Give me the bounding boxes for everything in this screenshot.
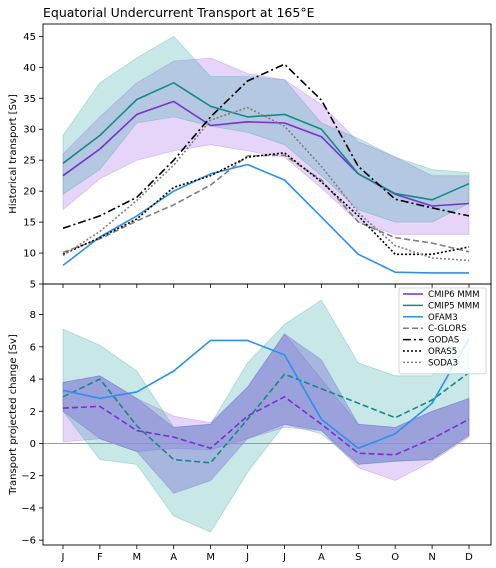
legend-label-ofam3: OFAM3: [428, 313, 458, 323]
series-line-soda3: [62, 106, 470, 262]
y-tick-label: 40: [23, 63, 36, 74]
y-tick-label: 45: [23, 32, 36, 43]
y-tick-label: 5: [30, 280, 36, 291]
x-tick-label: M: [206, 552, 215, 563]
chart-title: Equatorial Undercurrent Transport at 165…: [43, 5, 315, 20]
series-line-cmip5-mmm: [62, 82, 470, 201]
band-overlap: [62, 333, 470, 494]
band-cmip5-mmm: [62, 299, 470, 533]
x-tick-label: S: [355, 552, 361, 563]
legend-label-c-glors: C-GLORS: [428, 324, 467, 334]
y-axis-label: Transport projected change [Sv]: [8, 334, 19, 496]
series-line-oras5: [62, 152, 470, 256]
y-tick-label: 8: [30, 310, 36, 321]
x-tick-label: A: [318, 552, 325, 563]
legend-box: [398, 287, 487, 375]
y-tick-label: 25: [23, 156, 36, 167]
x-tick-label: O: [391, 552, 399, 563]
y-tick-label: 10: [23, 249, 36, 260]
y-tick-label: 15: [23, 218, 36, 229]
axes-frame: [42, 283, 492, 546]
y-tick-label: 30: [23, 125, 36, 136]
y-tick-label: −6: [21, 536, 36, 547]
y-tick-label: 35: [23, 94, 36, 105]
x-tick-label: J: [282, 552, 286, 563]
x-tick-label: M: [132, 552, 141, 563]
x-tick-label: N: [428, 552, 435, 563]
y-axis-label: Historical transport [Sv]: [8, 94, 19, 214]
series-line-ofam3: [62, 338, 470, 450]
series-line-cmip6-mmm: [62, 395, 470, 456]
x-tick-label: D: [465, 552, 473, 563]
y-tick-label: −2: [21, 471, 36, 482]
band-cmip6-mmm: [62, 57, 470, 235]
projected-change-panel: −6 −4 −2 0 2 4 6 8 5 J F M A M J J A S O N D Transport projec…: [8, 280, 492, 563]
y-tick-label: 2: [30, 407, 36, 418]
legend-label-godas: GODAS: [428, 336, 459, 346]
legend-label-cmip6-mmm: CMIP6 MMM: [428, 290, 480, 300]
y-tick-label: 6: [30, 342, 36, 353]
legend-label-cmip5-mmm: CMIP5 MMM: [428, 301, 480, 311]
y-tick-label: 0: [30, 439, 36, 450]
x-tick-label: F: [97, 552, 103, 563]
y-tick-label: −4: [21, 503, 36, 514]
y-tick-label: 20: [23, 187, 36, 198]
series-line-cmip5-mmm: [62, 371, 470, 464]
series-line-ofam3: [62, 163, 469, 274]
x-tick-label: J: [245, 552, 249, 563]
y-tick-label: 4: [30, 375, 36, 386]
series-line-godas: [62, 63, 470, 230]
x-tick-label: A: [170, 552, 177, 563]
legend-label-oras5: ORAS5: [428, 347, 457, 357]
x-tick-label: J: [61, 552, 65, 563]
legend-label-soda3: SODA3: [428, 358, 458, 368]
series-line-cmip6-mmm: [62, 100, 470, 207]
